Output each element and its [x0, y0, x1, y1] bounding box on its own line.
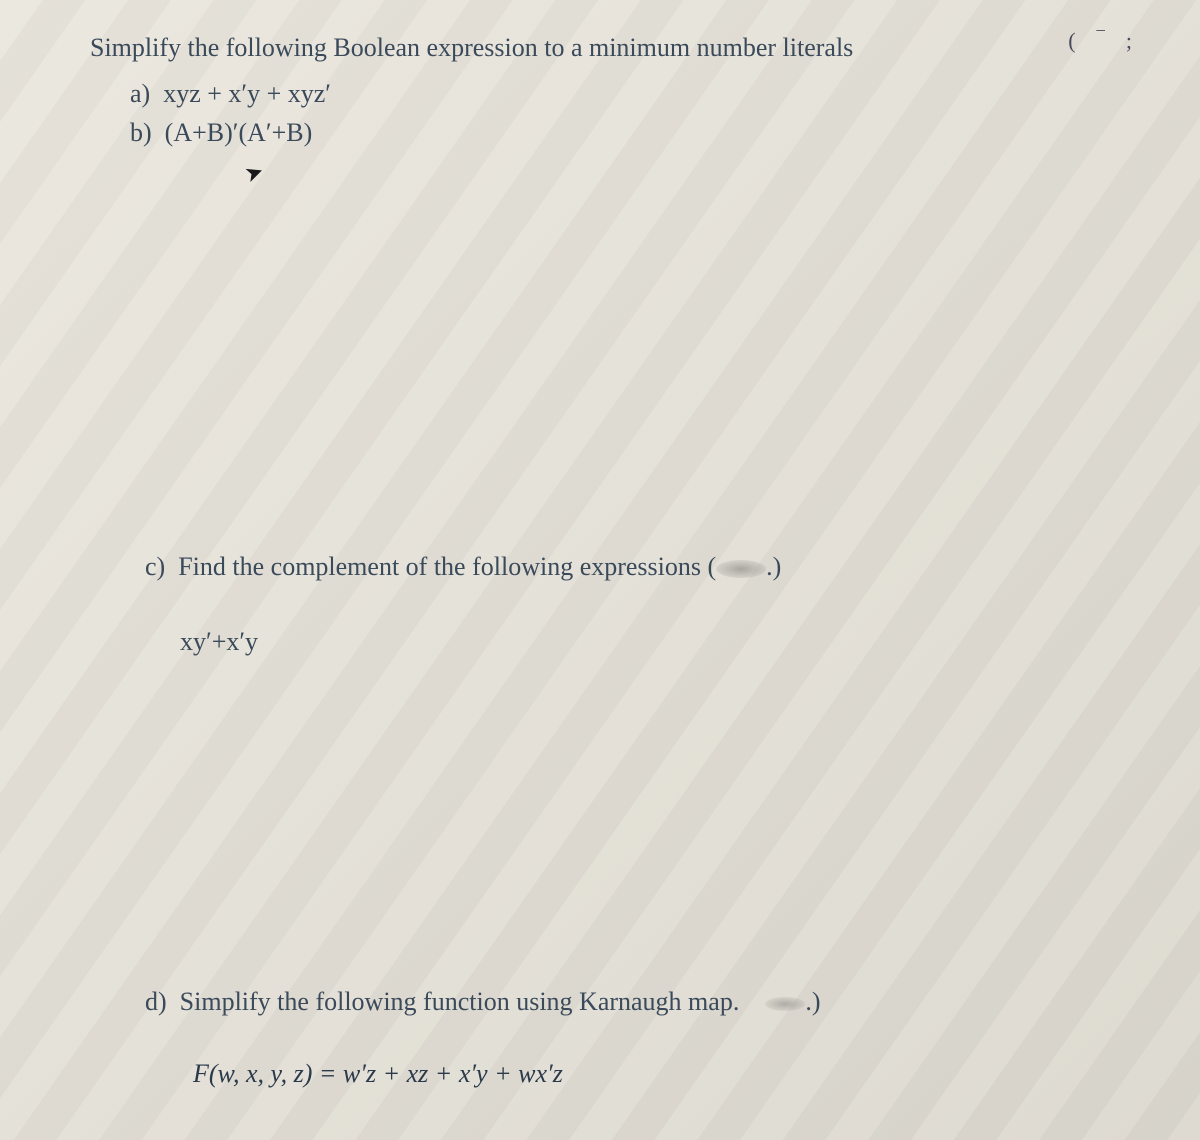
smudge-mark-d [765, 997, 805, 1011]
item-c-expression: xy′+x′y [145, 627, 1110, 657]
item-c-trailing: .) [766, 552, 781, 581]
item-a-expression: xyz + x′y + xyz′ [163, 79, 331, 108]
item-a-label: a) [130, 79, 150, 108]
item-a: a) xyz + x′y + xyz′ [90, 74, 1110, 113]
item-c: c) Find the complement of the following … [90, 552, 1110, 657]
item-d-expr-lhs: F(w, x, y, z) = [193, 1059, 343, 1088]
item-b-label: b) [130, 118, 152, 147]
page-content: Simplify the following Boolean expressio… [0, 0, 1200, 1119]
item-b-expression: (A+B)′(A′+B) [165, 118, 313, 147]
cursor-icon: ➤ [241, 158, 267, 189]
main-question-text: Simplify the following Boolean expressio… [90, 30, 1110, 66]
item-d-line: d) Simplify the following function using… [145, 987, 1110, 1017]
item-c-label: c) [145, 552, 165, 581]
item-d: d) Simplify the following function using… [90, 987, 1110, 1089]
item-c-text: Find the complement of the following exp… [178, 552, 716, 581]
item-c-line: c) Find the complement of the following … [145, 552, 1110, 582]
item-b: b) (A+B)′(A′+B) [90, 113, 1110, 152]
item-d-expr-rhs: w′z + xz + x′y + wx′z [343, 1059, 563, 1088]
item-d-expression: F(w, x, y, z) = w′z + xz + x′y + wx′z [145, 1059, 1110, 1089]
item-d-trailing: .) [805, 987, 820, 1016]
item-d-label: d) [145, 987, 167, 1016]
item-d-text: Simplify the following function using Ka… [180, 987, 740, 1016]
smudge-mark [716, 560, 766, 578]
